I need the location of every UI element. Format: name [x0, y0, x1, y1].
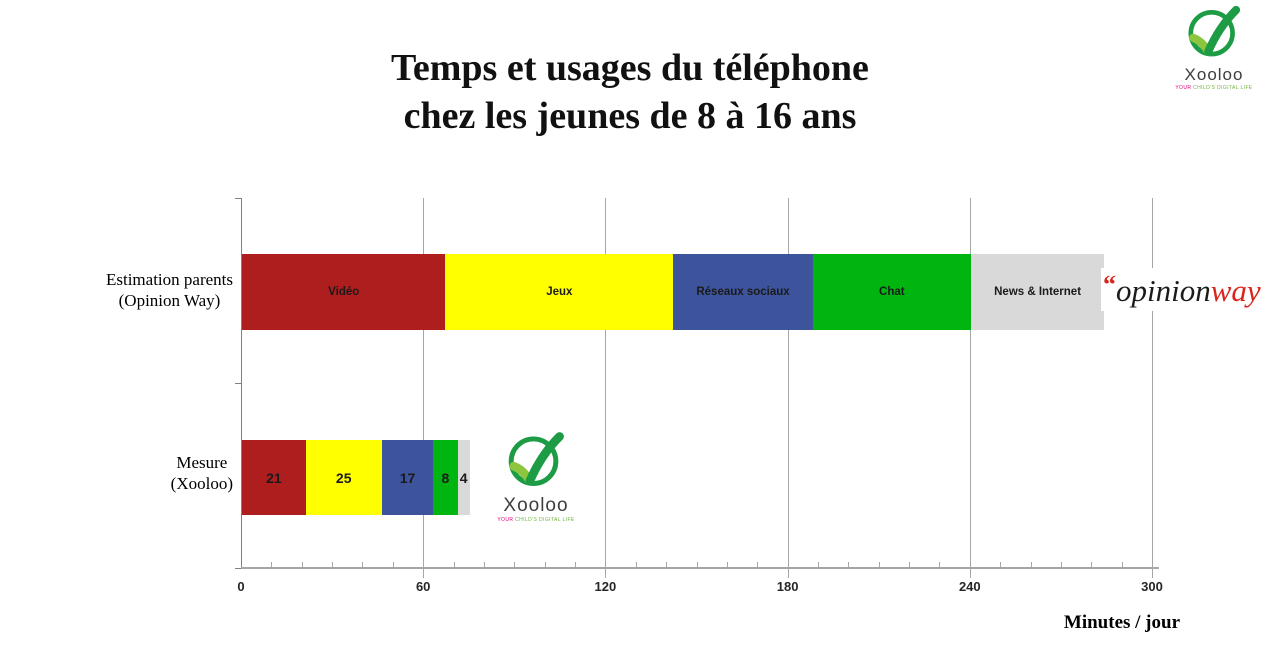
- x-minor-tick: [1091, 562, 1093, 567]
- x-minor-tick: [514, 562, 516, 567]
- x-minor-tick: [483, 562, 485, 567]
- x-minor-tick: [666, 562, 668, 567]
- x-minor-tick: [332, 562, 334, 567]
- x-minor-tick: [696, 562, 698, 567]
- x-minor-tick: [635, 562, 637, 567]
- bar-segment-news-internet: 4: [457, 440, 470, 515]
- x-axis-line: [241, 567, 1159, 569]
- x-minor-tick: [575, 562, 577, 567]
- segment-label: 21: [266, 469, 282, 486]
- xooloo-logo-name: Xooloo: [1184, 65, 1244, 84]
- x-minor-tick: [544, 562, 546, 567]
- x-minor-tick: [392, 562, 394, 567]
- category-label-estimation-parents: Estimation parents (Opinion Way): [105, 270, 233, 310]
- x-minor-tick: [453, 562, 455, 567]
- bar-segment-r-seaux-sociaux: Réseaux sociaux: [673, 254, 813, 330]
- x-minor-tick: [939, 562, 941, 567]
- segment-label: News & Internet: [994, 286, 1082, 298]
- gridline-60: [423, 198, 425, 578]
- category-axis-tick: [235, 568, 241, 569]
- y-axis-line: [241, 198, 242, 568]
- x-minor-tick: [817, 562, 819, 567]
- bar-segment-r-seaux-sociaux: 17: [381, 440, 434, 515]
- category-axis-tick: [235, 198, 241, 199]
- bar-segment-vid-o: Vidéo: [242, 254, 446, 330]
- xooloo-logo-tagline: YOUR CHILD'S DIGITAL LIFE: [1175, 85, 1253, 91]
- x-minor-tick: [1000, 562, 1002, 567]
- plot-area: Vidéo Jeux Réseaux sociaux Chat News & Inter…: [235, 198, 1159, 578]
- opinionway-logo: “opinionway: [1101, 268, 1263, 311]
- xooloo-logo-top: Xooloo YOUR CHILD'S DIGITAL LIFE: [1174, 4, 1254, 91]
- gridline-300: [1152, 198, 1153, 578]
- segment-label: Chat: [879, 286, 905, 298]
- x-minor-tick: [1030, 562, 1032, 567]
- gridline-180: [787, 198, 789, 578]
- xooloo-check-icon: [1188, 5, 1241, 57]
- segment-label: 25: [335, 469, 352, 486]
- gridline-240: [969, 198, 971, 578]
- category-axis-tick: [235, 383, 241, 384]
- opinionway-quote-icon: “: [1103, 270, 1116, 299]
- chart-title: Temps et usages du téléphone chez les je…: [0, 44, 1260, 140]
- x-minor-tick: [1060, 562, 1062, 567]
- bar-segment-chat: 8: [433, 440, 458, 515]
- segment-label: Réseaux sociaux: [696, 286, 790, 298]
- stacked-bar-estimation-parents: Vidéo Jeux Réseaux sociaux Chat News & Inter…: [242, 254, 1105, 330]
- bar-segment-vid-o: 21: [242, 440, 306, 515]
- xooloo-logo-middle: Xooloo YOUR CHILD'S DIGITAL LIFE: [494, 430, 578, 523]
- segment-label: 4: [459, 469, 468, 486]
- gridline-120: [605, 198, 607, 578]
- x-minor-tick: [848, 562, 850, 567]
- x-minor-tick: [1121, 562, 1123, 567]
- x-minor-tick: [909, 562, 911, 567]
- x-minor-tick: [301, 562, 303, 567]
- title-line-2: chez les jeunes de 8 à 16 ans: [403, 95, 857, 137]
- segment-label: Vidéo: [328, 286, 360, 298]
- x-tick-label-120: 120: [594, 579, 617, 594]
- bar-segment-jeux: 25: [305, 440, 382, 515]
- bar-segment-news-internet: News & Internet: [970, 254, 1105, 330]
- x-minor-tick: [271, 562, 273, 567]
- xooloo-logo-name: Xooloo: [503, 495, 569, 516]
- segment-label: 8: [441, 469, 450, 486]
- x-tick-label-0: 0: [237, 579, 245, 594]
- x-minor-tick: [362, 562, 364, 567]
- stacked-bar-mesure: 21 25 17 8 4: [242, 440, 470, 515]
- category-label-mesure: Mesure (Xooloo): [170, 453, 233, 493]
- xooloo-check-icon: [508, 432, 564, 487]
- segment-label: Jeux: [546, 286, 573, 298]
- x-tick-label-60: 60: [415, 579, 431, 594]
- bar-segment-jeux: Jeux: [445, 254, 674, 330]
- x-tick-label-300: 300: [1141, 579, 1163, 594]
- title-line-1: Temps et usages du téléphone: [391, 47, 869, 89]
- x-axis-title: Minutes / jour: [1063, 612, 1180, 633]
- x-tick-label-240: 240: [958, 579, 981, 594]
- x-minor-tick: [726, 562, 728, 567]
- x-minor-tick: [878, 562, 880, 567]
- x-minor-tick: [757, 562, 759, 567]
- bar-segment-chat: Chat: [812, 254, 971, 330]
- segment-label: 17: [399, 469, 416, 486]
- xooloo-logo-tagline: YOUR CHILD'S DIGITAL LIFE: [497, 517, 575, 523]
- x-tick-label-180: 180: [776, 579, 799, 594]
